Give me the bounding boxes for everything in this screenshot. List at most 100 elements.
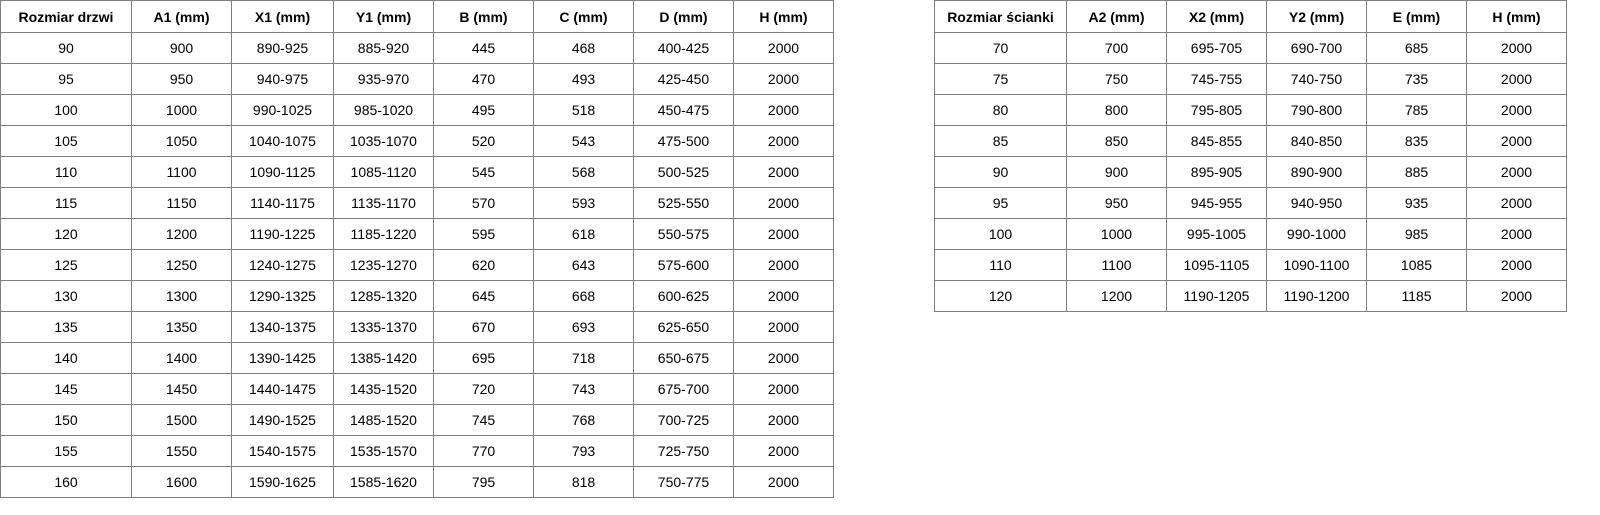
table-cell: 593 [533, 187, 634, 219]
table-row: 125 1250 1240-1275 1235-1270 620 643 575-600 20… [0, 249, 834, 281]
table-cell: 625-650 [633, 311, 734, 343]
table-cell: 1090-1100 [1266, 249, 1367, 281]
table-cell: 1200 [1066, 280, 1167, 312]
table-cell: 1600 [131, 466, 232, 498]
table-cell: 155 [0, 435, 132, 467]
column-header: H (mm) [733, 0, 834, 33]
table-cell: 650-675 [633, 342, 734, 374]
table-cell: 1400 [131, 342, 232, 374]
table-cell: 695-705 [1166, 32, 1267, 64]
table-row: 75 750 745-755 740-750 735 2000 [934, 63, 1567, 95]
table-cell: 770 [433, 435, 534, 467]
table-cell: 793 [533, 435, 634, 467]
table-cell: 85 [934, 125, 1067, 157]
table-cell: 1535-1570 [333, 435, 434, 467]
column-header: A2 (mm) [1066, 0, 1167, 33]
table-cell: 900 [1066, 156, 1167, 188]
table-cell: 95 [0, 63, 132, 95]
column-header: Rozmiar drzwi [0, 0, 132, 33]
table-cell: 1290-1325 [231, 280, 334, 312]
table-cell: 1235-1270 [333, 249, 434, 281]
table-cell: 2000 [733, 125, 834, 157]
table-cell: 115 [0, 187, 132, 219]
column-header: Rozmiar ścianki [934, 0, 1067, 33]
table-cell: 95 [934, 187, 1067, 219]
table-cell: 1140-1175 [231, 187, 334, 219]
table-row: 160 1600 1590-1625 1585-1620 795 818 750-775 20… [0, 466, 834, 498]
table-cell: 718 [533, 342, 634, 374]
table-cell: 620 [433, 249, 534, 281]
table-cell: 1590-1625 [231, 466, 334, 498]
table-cell: 1040-1075 [231, 125, 334, 157]
table-row: 120 1200 1190-1225 1185-1220 595 618 550-575 20… [0, 218, 834, 250]
table-cell: 668 [533, 280, 634, 312]
table-cell: 645 [433, 280, 534, 312]
table-row: 110 1100 1090-1125 1085-1120 545 568 500-525 20… [0, 156, 834, 188]
table-row: 130 1300 1290-1325 1285-1320 645 668 600-625 20… [0, 280, 834, 312]
table-cell: 1250 [131, 249, 232, 281]
table-cell: 1485-1520 [333, 404, 434, 436]
table-cell: 110 [0, 156, 132, 188]
table-cell: 120 [0, 218, 132, 250]
table-row: 135 1350 1340-1375 1335-1370 670 693 625-650 20… [0, 311, 834, 343]
table-row: 145 1450 1440-1475 1435-1520 720 743 675-700 20… [0, 373, 834, 405]
table-cell: 445 [433, 32, 534, 64]
table-cell: 2000 [1466, 249, 1567, 281]
table-cell: 90 [934, 156, 1067, 188]
column-header: X2 (mm) [1166, 0, 1267, 33]
table-cell: 845-855 [1166, 125, 1267, 157]
wall-dimensions-table: Rozmiar ścianki A2 (mm) X2 (mm) Y2 (mm) E (m… [934, 0, 1567, 312]
table-cell: 935 [1366, 187, 1467, 219]
table-cell: 735 [1366, 63, 1467, 95]
table-cell: 900 [131, 32, 232, 64]
table-cell: 885 [1366, 156, 1467, 188]
table-cell: 2000 [733, 435, 834, 467]
table-cell: 100 [934, 218, 1067, 250]
table-cell: 600-625 [633, 280, 734, 312]
column-header: Y2 (mm) [1266, 0, 1367, 33]
table-cell: 550-575 [633, 218, 734, 250]
table-cell: 1000 [1066, 218, 1167, 250]
table-cell: 2000 [733, 373, 834, 405]
table-cell: 80 [934, 94, 1067, 126]
table-cell: 745-755 [1166, 63, 1267, 95]
column-header: H (mm) [1466, 0, 1567, 33]
table-cell: 1450 [131, 373, 232, 405]
table-cell: 125 [0, 249, 132, 281]
table-cell: 1185-1220 [333, 218, 434, 250]
table-cell: 675-700 [633, 373, 734, 405]
table-cell: 468 [533, 32, 634, 64]
table-cell: 1350 [131, 311, 232, 343]
column-header: X1 (mm) [231, 0, 334, 33]
table-cell: 643 [533, 249, 634, 281]
table-cell: 2000 [733, 94, 834, 126]
table-cell: 545 [433, 156, 534, 188]
table-cell: 1085-1120 [333, 156, 434, 188]
table-cell: 2000 [733, 466, 834, 498]
table-cell: 685 [1366, 32, 1467, 64]
table-cell: 2000 [733, 342, 834, 374]
table-cell: 950 [131, 63, 232, 95]
table-cell: 1240-1275 [231, 249, 334, 281]
table-cell: 670 [433, 311, 534, 343]
table-cell: 693 [533, 311, 634, 343]
table-row: 100 1000 995-1005 990-1000 985 2000 [934, 218, 1567, 250]
table-header-row: Rozmiar ścianki A2 (mm) X2 (mm) Y2 (mm) E (m… [934, 0, 1567, 33]
table-cell: 493 [533, 63, 634, 95]
table-cell: 750-775 [633, 466, 734, 498]
table-row: 85 850 845-855 840-850 835 2000 [934, 125, 1567, 157]
table-cell: 450-475 [633, 94, 734, 126]
table-cell: 2000 [1466, 94, 1567, 126]
table-cell: 850 [1066, 125, 1167, 157]
column-header: C (mm) [533, 0, 634, 33]
table-cell: 618 [533, 218, 634, 250]
table-cell: 950 [1066, 187, 1167, 219]
table-cell: 1035-1070 [333, 125, 434, 157]
table-cell: 890-900 [1266, 156, 1367, 188]
table-cell: 795-805 [1166, 94, 1267, 126]
table-cell: 1390-1425 [231, 342, 334, 374]
table-cell: 2000 [1466, 187, 1567, 219]
table-cell: 800 [1066, 94, 1167, 126]
table-cell: 70 [934, 32, 1067, 64]
column-header: E (mm) [1366, 0, 1467, 33]
